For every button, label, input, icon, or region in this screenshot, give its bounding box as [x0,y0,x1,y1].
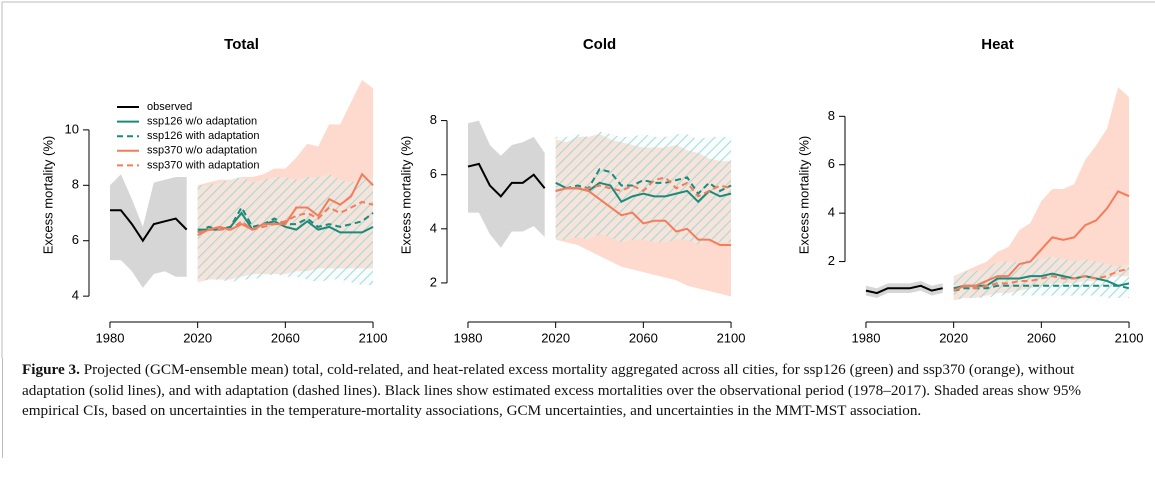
series-line [555,176,732,198]
y-tick-label: 8 [430,112,437,127]
caption-label: Figure 3. [22,361,80,378]
series-line [953,190,1130,292]
x-tick-label: 2020 [939,330,968,345]
series-line [197,172,374,237]
legend-label: ssp370 w/o adaptation [147,145,257,157]
legend-label: ssp370 with adaptation [147,159,260,171]
series-line [555,187,732,247]
x-tick-label: 2060 [1027,330,1056,345]
y-tick-label: 6 [430,166,437,181]
x-tick-label: 2020 [183,330,212,345]
ci-band [197,174,374,286]
ci-band [555,131,732,246]
caption: Figure 3. Projected (GCM-ensemble mean) … [22,360,1134,422]
caption-text: Projected (GCM-ensemble mean) total, col… [22,361,1082,419]
legend-label: ssp126 w/o adaptation [147,116,257,128]
series-line [865,284,943,295]
ci-band [953,87,1130,301]
x-tick-label: 2060 [629,330,658,345]
y-tick-label: 10 [65,121,79,136]
y-tick-label: 8 [72,177,79,192]
ci-band [865,280,943,298]
y-tick-label: 8 [828,108,835,123]
y-tick-label: 2 [828,253,835,268]
x-tick-label: 2100 [359,330,388,345]
x-tick-label: 2060 [271,330,300,345]
series-line [555,168,732,196]
panel-title: Heat [981,36,1014,53]
ci-band [467,120,545,248]
x-tick-label: 2020 [541,330,570,345]
series-line [953,267,1130,292]
y-tick-label: 4 [430,220,437,235]
y-axis-label: Excess mortality (%) [796,136,811,254]
y-tick-label: 6 [72,232,79,247]
y-tick-label: 6 [828,156,835,171]
panel-title: Cold [583,36,616,53]
y-axis-label: Excess mortality (%) [40,136,55,254]
legend-label: ssp126 with adaptation [147,130,260,142]
y-tick-label: 4 [828,205,835,220]
frame-left-lower [2,358,3,458]
panel-title: Total [224,36,259,53]
x-tick-label: 1980 [96,330,125,345]
legend-label: observed [147,101,192,113]
x-tick-label: 2100 [1115,330,1144,345]
y-axis-label: Excess mortality (%) [398,136,413,254]
x-tick-label: 1980 [454,330,483,345]
x-tick-label: 1980 [852,330,881,345]
y-tick-label: 2 [430,274,437,289]
series-line [467,162,546,198]
series-line [197,200,374,234]
series-line [109,209,188,243]
y-tick-label: 4 [72,288,79,303]
x-tick-label: 2100 [717,330,746,345]
